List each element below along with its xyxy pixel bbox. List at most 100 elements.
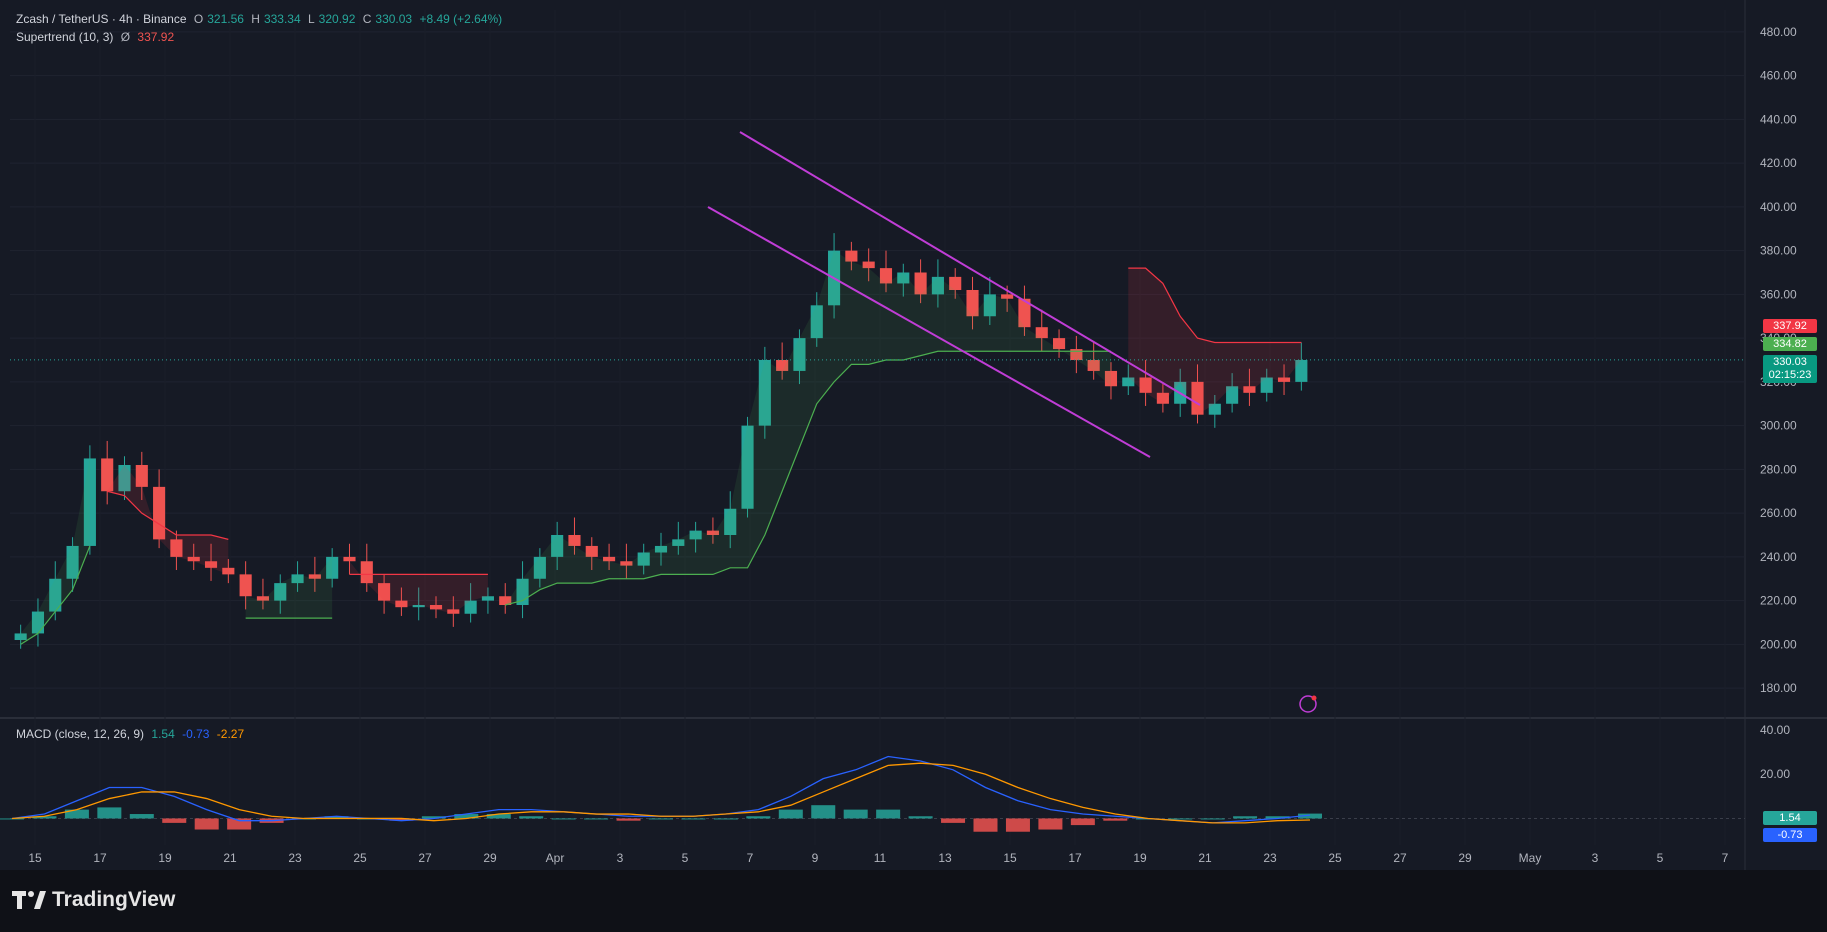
price-axis-tick: 480.00 [1760, 25, 1797, 39]
macd-histogram-bar [162, 818, 187, 823]
supertrend-legend[interactable]: Supertrend (10, 3) Ø 337.92 [16, 30, 178, 44]
symbol-legend[interactable]: Zcash / TetherUS · 4h · Binance O 321.56 … [16, 12, 506, 26]
tradingview-logo-text: TradingView [52, 888, 176, 911]
macd-histogram-bar [486, 814, 511, 819]
candle-body [499, 596, 512, 605]
price-axis-tick: 180.00 [1760, 681, 1797, 695]
alert-icon-dot [1311, 695, 1317, 701]
price-axis-tick: 360.00 [1760, 287, 1797, 301]
chart-canvas[interactable]: 480.00 460.00 440.00 420.00 400.00 380.00 360.… [0, 0, 1827, 870]
macd-histogram-bar [129, 814, 154, 819]
open-value: 321.56 [207, 12, 244, 26]
time-axis-tick: 7 [1722, 851, 1729, 865]
macd-histogram-bar [778, 809, 803, 819]
candle-body [49, 578, 62, 612]
candle-body [585, 545, 598, 557]
candle-body [326, 556, 339, 579]
macd-label[interactable]: MACD (close, 12, 26, 9) [16, 727, 145, 741]
supertrend-band [20, 458, 90, 645]
candle-body [1260, 377, 1273, 393]
close-label: C [362, 12, 372, 26]
candle-body [135, 465, 148, 487]
macd-legend[interactable]: MACD (close, 12, 26, 9) 1.54 -0.73 -2.27 [16, 727, 248, 741]
macd-histogram-bar [616, 818, 641, 821]
price-axis-tick: 300.00 [1760, 419, 1797, 433]
macd-signal-value: -0.73 [182, 727, 210, 741]
candle-body [170, 539, 183, 557]
price-axis-tick: 400.00 [1760, 200, 1797, 214]
candle-body [672, 539, 685, 546]
low-value: 320.92 [318, 12, 356, 26]
time-axis-tick: 5 [682, 851, 689, 865]
supertrend-line [107, 490, 229, 540]
time-axis-tick: 25 [1328, 851, 1342, 865]
macd-histogram-bar [843, 809, 868, 819]
candle-body [412, 605, 425, 608]
time-axis-tick: May [1519, 851, 1542, 865]
candle-body [222, 567, 235, 575]
time-axis-tick: 23 [1263, 851, 1277, 865]
candle-body [914, 272, 927, 295]
time-axis-tick: 27 [1393, 851, 1407, 865]
eye-slash-icon[interactable]: Ø [120, 30, 131, 44]
supertrend-line [1128, 267, 1302, 344]
candle-body [793, 338, 806, 371]
candle-body [256, 596, 270, 601]
candle-body [603, 556, 616, 562]
candle-body [533, 556, 546, 579]
macd-histogram-bar [973, 818, 998, 832]
open-label: O [193, 12, 204, 26]
candle-body [1226, 386, 1239, 404]
macd-histogram-bar [908, 816, 933, 819]
macd-histogram-bar [194, 818, 219, 830]
macd-histogram-bar [97, 807, 122, 819]
supertrend-value: 337.92 [137, 30, 175, 44]
candle-body [620, 561, 633, 566]
price-axis-tick: 380.00 [1760, 244, 1797, 258]
candle-body [966, 290, 979, 317]
time-axis-tick: 9 [812, 851, 819, 865]
candle-body [741, 425, 754, 509]
price-axis-tick: 420.00 [1760, 156, 1797, 170]
macd-histogram-bar [324, 816, 349, 819]
supertrend-price-tag: 337.92 [1763, 319, 1817, 333]
supertrend-line [20, 545, 91, 645]
candle-body [274, 583, 287, 601]
macd-histogram-bar [519, 816, 544, 819]
macd-price-tag: 1.54 [1763, 811, 1817, 825]
chart-frame[interactable]: 480.00 460.00 440.00 420.00 400.00 380.00 360.… [0, 0, 1827, 871]
candle-body [447, 609, 460, 614]
supertrend-line [505, 350, 1111, 606]
macd-histogram-bar [1233, 816, 1258, 819]
candle-body [1104, 370, 1118, 387]
price-axis-tick: 260.00 [1760, 506, 1797, 520]
level-price-tag: 334.82 [1763, 337, 1817, 351]
candle-body [1035, 327, 1048, 339]
candle-body [897, 272, 910, 284]
candle-body [239, 574, 252, 597]
channel-lower-line [707, 206, 1151, 458]
macd-hist-value: -2.27 [216, 727, 245, 741]
macd-histogram-bar [1038, 818, 1063, 830]
candle-body [481, 596, 494, 601]
macd-histogram-bar [64, 809, 89, 819]
time-axis-tick: 7 [747, 851, 754, 865]
tradingview-logo[interactable]: TradingView [12, 888, 175, 912]
candle-body [810, 305, 823, 339]
candle-body [378, 583, 391, 601]
macd-histogram-bar [941, 818, 966, 823]
symbol-title[interactable]: Zcash / TetherUS · 4h · Binance [16, 12, 187, 26]
macd-histogram-bar [876, 809, 901, 819]
macd-histogram-bar [1168, 818, 1193, 820]
price-axis-tick: 200.00 [1760, 637, 1797, 651]
candle-body [83, 458, 96, 546]
macd-histogram-bar [584, 818, 609, 820]
candle-body [706, 530, 719, 535]
supertrend-label[interactable]: Supertrend (10, 3) [16, 30, 114, 44]
candle-body [343, 556, 356, 562]
time-axis-tick: 29 [1458, 851, 1472, 865]
candle-body [1087, 360, 1100, 371]
channel-upper-line [739, 131, 1201, 406]
candle-body [308, 574, 321, 579]
candle-body [1295, 360, 1308, 382]
